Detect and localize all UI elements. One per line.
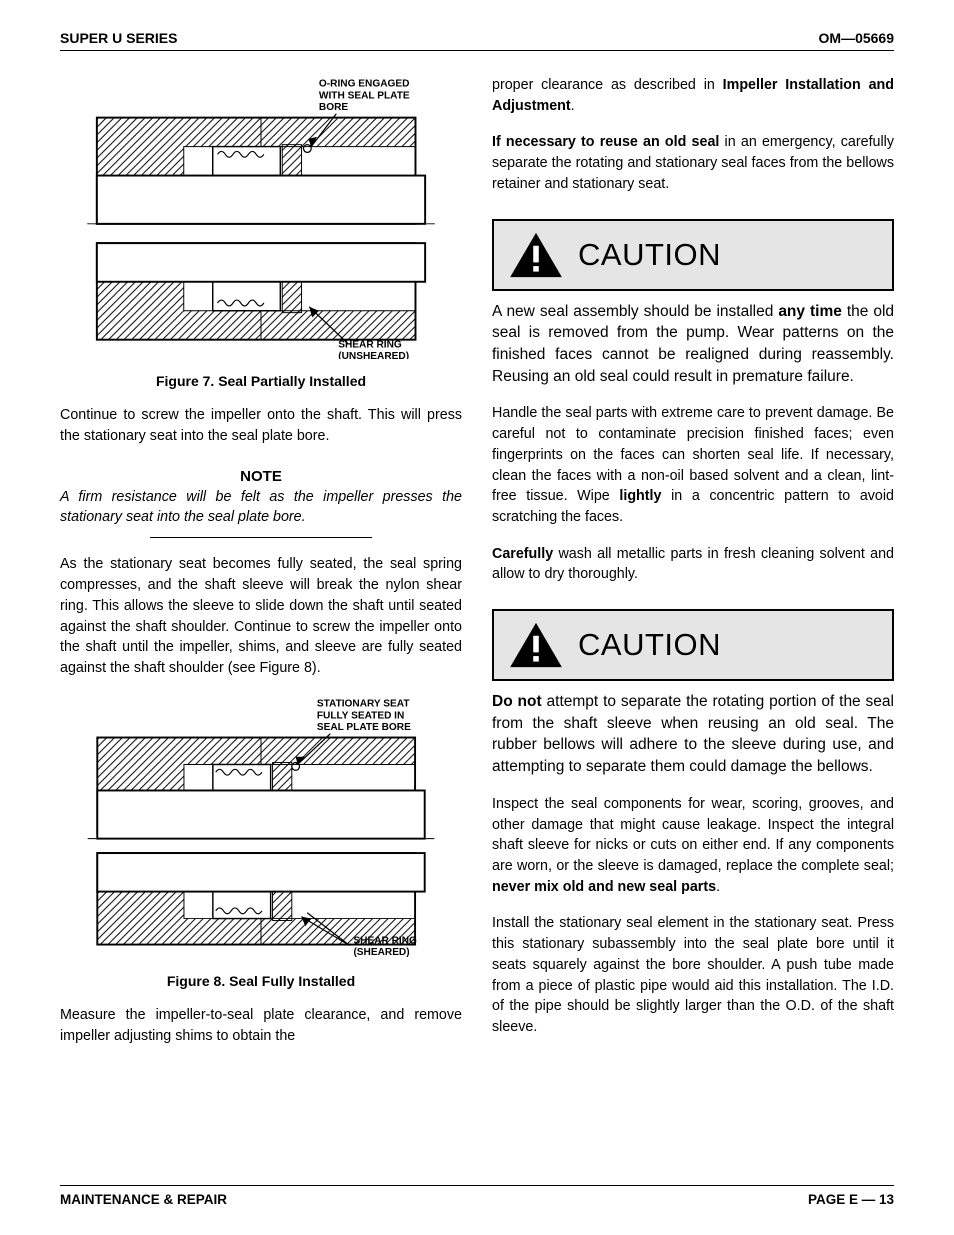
right-para-inspect: Inspect the seal components for wear, sc… (492, 794, 894, 898)
svg-text:(UNSHEARED): (UNSHEARED) (338, 351, 409, 359)
caution-box-1: CAUTION (492, 219, 894, 291)
caution-label: CAUTION (578, 237, 721, 273)
figure-7-caption: Figure 7. Seal Partially Installed (60, 373, 462, 389)
left-para-2: As the stationary seat becomes fully sea… (60, 554, 462, 678)
svg-text:STATIONARY SEAT: STATIONARY SEAT (317, 699, 410, 710)
svg-text:SHEAR RING: SHEAR RING (353, 935, 417, 946)
warning-icon (508, 621, 564, 669)
header-right: OM—05669 (819, 30, 894, 46)
caution-label: CAUTION (578, 627, 721, 663)
right-para-top: proper clearance as described in Impelle… (492, 75, 894, 116)
caution-2-text: Do not attempt to separate the rotating … (492, 691, 894, 778)
left-para-3: Measure the impeller-to-seal plate clear… (60, 1005, 462, 1046)
footer-right: PAGE E — 13 (808, 1192, 894, 1207)
right-column: proper clearance as described in Impelle… (492, 75, 894, 1167)
footer-left: MAINTENANCE & REPAIR (60, 1192, 227, 1207)
figure-7: O-RING ENGAGED WITH SEAL PLATE BORE SHEA… (60, 79, 462, 359)
right-para-wash: Carefully wash all metallic parts in fre… (492, 544, 894, 585)
right-para-install: Install the stationary seal element in t… (492, 913, 894, 1037)
note-text: A firm resistance will be felt as the im… (60, 487, 462, 527)
header-left: SUPER U SERIES (60, 30, 177, 46)
svg-text:BORE: BORE (319, 102, 348, 113)
warning-icon (508, 231, 564, 279)
svg-text:(SHEARED): (SHEARED) (353, 947, 409, 958)
figure-8-caption: Figure 8. Seal Fully Installed (60, 973, 462, 989)
left-column: O-RING ENGAGED WITH SEAL PLATE BORE SHEA… (60, 75, 462, 1167)
figure-8: STATIONARY SEAT FULLY SEATED IN SEAL PLA… (60, 699, 462, 959)
left-para-1: Continue to screw the impeller onto the … (60, 405, 462, 446)
note-heading: NOTE (60, 468, 462, 485)
right-para-reuse: If necessary to reuse an old seal in an … (492, 132, 894, 194)
caution-box-2: CAUTION (492, 609, 894, 681)
svg-text:SHEAR RING: SHEAR RING (338, 339, 402, 350)
svg-text:SEAL PLATE BORE: SEAL PLATE BORE (317, 722, 411, 733)
caution-1-text: A new seal assembly should be installed … (492, 301, 894, 388)
svg-text:FULLY SEATED IN: FULLY SEATED IN (317, 710, 404, 721)
right-para-handle: Handle the seal parts with extreme care … (492, 403, 894, 527)
svg-text:WITH SEAL PLATE: WITH SEAL PLATE (319, 90, 410, 101)
note-rule (150, 537, 371, 538)
svg-text:O-RING ENGAGED: O-RING ENGAGED (319, 79, 410, 90)
